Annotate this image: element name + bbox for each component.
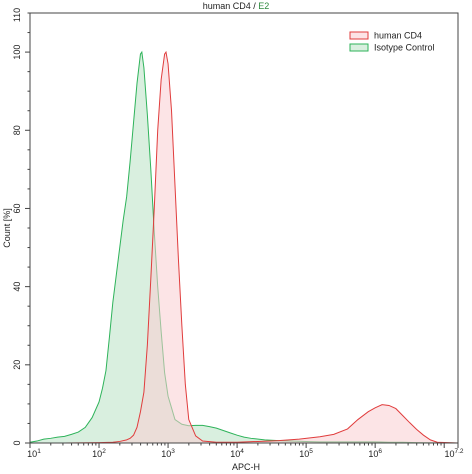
legend-label: human CD4: [374, 31, 422, 41]
title-part-separator: /: [251, 1, 259, 11]
y-tick-label: 100: [12, 45, 22, 60]
x-tick-label: 106: [368, 448, 382, 459]
plot-frame: [29, 12, 459, 444]
series-line-1: [30, 50, 459, 444]
x-tick-label: 104: [230, 448, 244, 459]
x-tick-label: 101: [27, 448, 41, 459]
series-line-0: [29, 50, 459, 444]
x-tick-label: 102: [92, 448, 106, 459]
series-fill-1: [30, 52, 458, 444]
x-tick-label: 103: [161, 448, 175, 459]
y-tick-label: 60: [12, 203, 22, 213]
legend-label: Isotype Control: [374, 43, 435, 53]
y-tick-label: 0: [12, 440, 22, 445]
y-axis-label: Count [%]: [2, 208, 12, 248]
legend-swatch: [349, 43, 369, 52]
x-tick-label: 107.2: [444, 448, 463, 459]
y-tick-label: 40: [12, 282, 22, 292]
x-tick-label: 105: [299, 448, 313, 459]
chart-title: human CD4 / E2: [203, 1, 270, 11]
legend: human CD4 Isotype Control: [349, 31, 435, 53]
y-tick-label-max: 110: [12, 8, 22, 22]
y-tick-label: 20: [12, 360, 22, 370]
title-part-sample: human CD4: [203, 1, 251, 11]
legend-swatch: [349, 31, 369, 40]
title-part-gate: E2: [258, 1, 269, 11]
y-tick-label: 80: [12, 125, 22, 135]
axes: 0 20 40 60 80 100 110 101 102 103 104 105 106 107.2: [12, 8, 464, 459]
series-fill-0: [30, 52, 458, 444]
plot-area: [29, 50, 459, 444]
x-axis-label: APC-H: [232, 462, 260, 472]
